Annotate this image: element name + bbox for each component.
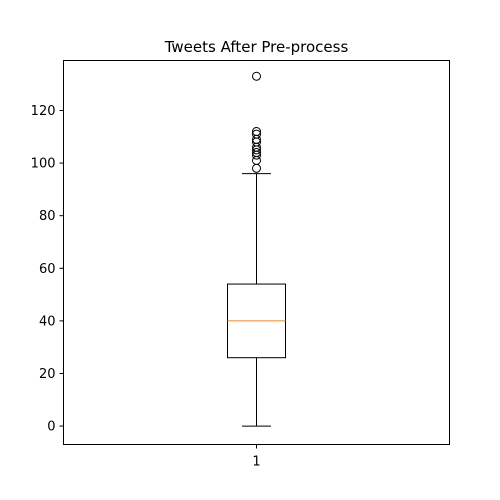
outlier-point bbox=[252, 148, 261, 158]
y-tick-label: 20 bbox=[39, 367, 56, 382]
y-tick-label: 60 bbox=[39, 262, 56, 277]
chart-title: Tweets After Pre-process bbox=[164, 38, 349, 56]
boxplot bbox=[227, 71, 286, 427]
outlier-point bbox=[252, 127, 261, 137]
y-tick-label: 120 bbox=[31, 104, 56, 119]
outlier-point bbox=[252, 129, 261, 139]
outlier-point bbox=[252, 71, 261, 81]
y-tick-label: 80 bbox=[39, 209, 56, 224]
y-axis: 0 20 40 60 80 100 120 bbox=[31, 104, 64, 435]
x-tick-label: 1 bbox=[252, 455, 260, 470]
x-axis: 1 bbox=[252, 444, 261, 470]
y-tick-label: 0 bbox=[47, 420, 55, 435]
y-tick-label: 100 bbox=[31, 157, 56, 172]
y-tick-label: 40 bbox=[39, 314, 56, 329]
plot-area-frame bbox=[63, 60, 450, 445]
